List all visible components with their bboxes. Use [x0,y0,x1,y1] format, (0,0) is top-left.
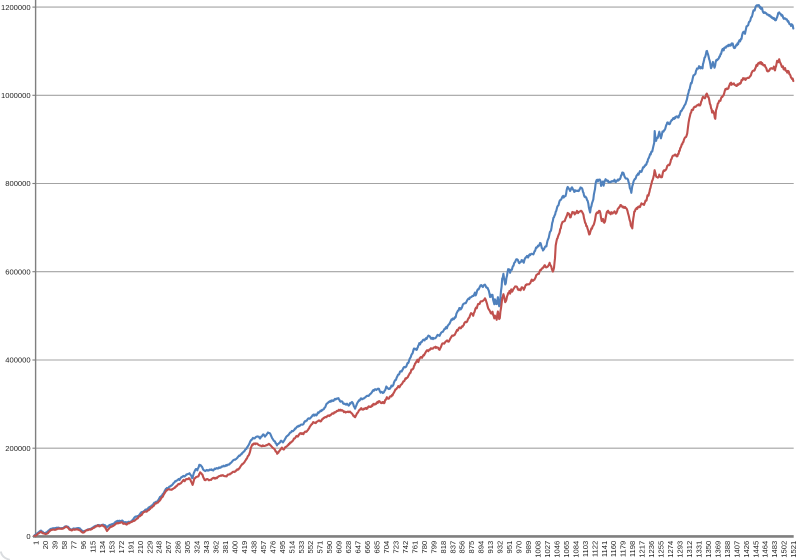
svg-text:837: 837 [448,541,457,554]
svg-text:400000: 400000 [5,356,30,365]
svg-text:362: 362 [212,541,221,554]
svg-text:495: 495 [278,541,287,554]
svg-text:800000: 800000 [5,179,30,188]
svg-text:210: 210 [136,541,145,554]
svg-text:381: 381 [221,541,230,554]
svg-text:989: 989 [524,541,533,554]
svg-text:1141: 1141 [600,541,609,557]
svg-text:1369: 1369 [713,541,722,558]
svg-text:1179: 1179 [619,541,628,557]
svg-text:200000: 200000 [5,444,30,453]
svg-text:1312: 1312 [685,541,694,558]
svg-text:153: 153 [107,541,116,554]
svg-text:894: 894 [477,541,486,554]
svg-text:115: 115 [89,541,98,553]
svg-text:552: 552 [306,541,315,554]
svg-text:1407: 1407 [732,541,741,558]
svg-text:191: 191 [126,541,135,554]
svg-text:1065: 1065 [562,541,571,558]
svg-text:875: 875 [467,541,476,554]
svg-text:305: 305 [183,541,192,554]
svg-text:0: 0 [26,532,30,541]
svg-text:799: 799 [429,541,438,554]
svg-text:1084: 1084 [571,541,580,558]
svg-text:1236: 1236 [647,541,656,558]
svg-text:229: 229 [145,541,154,554]
svg-text:172: 172 [117,541,126,554]
svg-text:951: 951 [505,541,514,554]
svg-text:1103: 1103 [581,541,590,557]
svg-text:514: 514 [287,541,296,554]
svg-text:1046: 1046 [552,541,561,558]
svg-text:286: 286 [174,541,183,554]
svg-text:400: 400 [231,541,240,554]
svg-text:1198: 1198 [628,541,637,557]
svg-text:1502: 1502 [780,541,789,558]
svg-text:267: 267 [164,541,173,554]
svg-text:704: 704 [382,541,391,554]
svg-text:419: 419 [240,541,249,554]
svg-text:438: 438 [249,541,258,554]
svg-text:20: 20 [41,541,50,549]
svg-text:248: 248 [155,541,164,554]
svg-text:818: 818 [439,541,448,554]
svg-text:1331: 1331 [695,541,704,558]
svg-text:1426: 1426 [742,541,751,558]
svg-text:1293: 1293 [676,541,685,558]
svg-text:343: 343 [202,541,211,554]
svg-text:590: 590 [325,541,334,554]
svg-text:1000000: 1000000 [1,91,31,100]
svg-text:324: 324 [193,541,202,554]
svg-text:970: 970 [515,541,524,554]
svg-text:1350: 1350 [704,541,713,558]
svg-text:1122: 1122 [590,541,599,557]
svg-text:1160: 1160 [609,541,618,557]
svg-text:600000: 600000 [5,267,30,276]
svg-text:58: 58 [60,541,69,549]
svg-text:533: 533 [297,541,306,554]
svg-text:1388: 1388 [723,541,732,558]
svg-text:1217: 1217 [638,541,647,558]
svg-text:723: 723 [392,541,401,554]
svg-text:134: 134 [98,541,107,554]
svg-text:1027: 1027 [543,541,552,558]
svg-text:742: 742 [401,541,410,554]
svg-text:1200000: 1200000 [1,3,31,12]
svg-text:628: 628 [344,541,353,554]
svg-text:1521: 1521 [789,541,798,558]
svg-text:666: 666 [363,541,372,554]
svg-text:1008: 1008 [534,541,543,558]
svg-text:1255: 1255 [657,541,666,558]
svg-text:913: 913 [486,541,495,554]
svg-text:77: 77 [70,541,79,549]
svg-text:39: 39 [51,541,60,549]
svg-text:780: 780 [420,541,429,554]
svg-text:1445: 1445 [751,541,760,558]
svg-text:761: 761 [410,541,419,554]
svg-text:932: 932 [496,541,505,554]
svg-text:685: 685 [373,541,382,554]
svg-text:457: 457 [259,541,268,554]
svg-text:856: 856 [458,541,467,554]
svg-text:96: 96 [79,541,88,549]
svg-text:571: 571 [316,541,325,554]
svg-text:1464: 1464 [761,541,770,558]
svg-text:1274: 1274 [666,541,675,558]
svg-text:1: 1 [32,541,41,545]
svg-text:647: 647 [354,541,363,554]
svg-text:609: 609 [335,541,344,554]
svg-text:476: 476 [268,541,277,554]
svg-text:1483: 1483 [770,541,779,558]
